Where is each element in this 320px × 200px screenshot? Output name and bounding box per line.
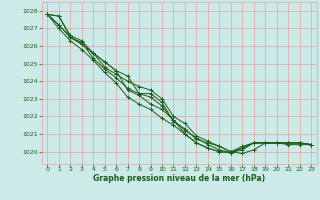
X-axis label: Graphe pression niveau de la mer (hPa): Graphe pression niveau de la mer (hPa) — [93, 174, 265, 183]
